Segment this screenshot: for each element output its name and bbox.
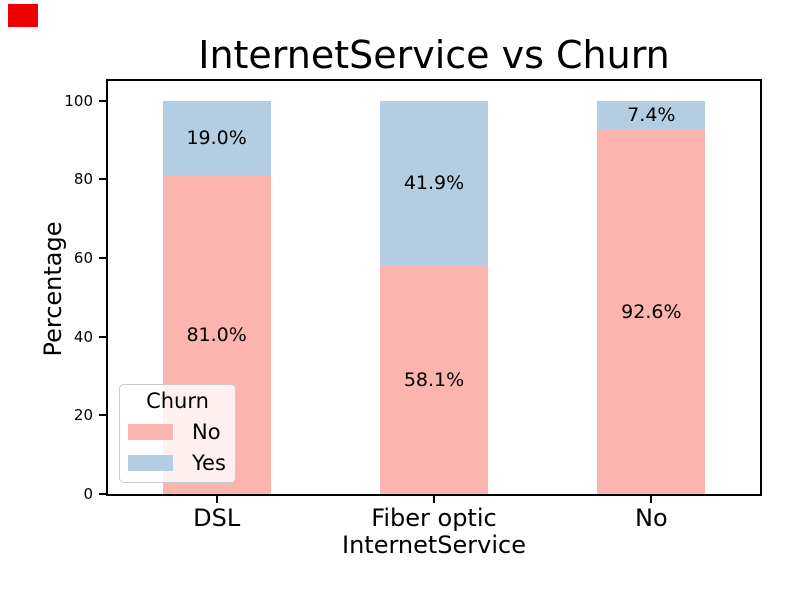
bar-value-label: 41.9% <box>403 172 465 195</box>
y-tick-mark <box>99 99 106 102</box>
legend-item-label-yes: Yes <box>192 451 226 475</box>
y-tick-mark <box>99 493 106 495</box>
y-tick-label: 60 <box>73 249 93 267</box>
bar-value-label: 7.4% <box>627 104 676 127</box>
bar-segment-fiber-optic-yes <box>380 100 488 266</box>
bar-segment-fiber-optic-no <box>380 265 488 494</box>
chart-title: InternetService vs Churn <box>198 33 670 77</box>
bar-value-label: 58.1% <box>403 368 465 391</box>
bar-segment-dsl-yes <box>162 100 271 176</box>
x-axis-label: InternetService <box>342 531 526 559</box>
y-tick-label: 0 <box>83 485 93 503</box>
x-tick-mark <box>650 496 653 503</box>
y-tick-label: 100 <box>64 91 93 110</box>
x-tick-label: No <box>635 504 668 532</box>
y-tick-label: 40 <box>73 327 93 346</box>
y-tick-mark <box>99 335 106 338</box>
bar-segment-no-no <box>597 129 706 494</box>
y-tick-mark <box>99 414 106 417</box>
x-tick-mark <box>433 496 435 503</box>
bar-value-label: 92.6% <box>621 300 682 323</box>
x-tick-mark <box>215 496 218 503</box>
y-tick-mark <box>99 178 106 181</box>
legend-swatch-yes <box>128 455 173 471</box>
legend-swatch-no <box>128 424 173 440</box>
x-tick-label: DSL <box>193 504 241 532</box>
y-tick-label: 80 <box>73 170 93 189</box>
y-tick-mark <box>99 257 106 259</box>
red-marker-box <box>8 4 38 27</box>
legend-title: Churn <box>146 389 209 413</box>
bar-value-label: 81.0% <box>186 323 247 346</box>
y-axis-label: Percentage <box>39 221 67 357</box>
bar-value-label: 19.0% <box>186 127 247 150</box>
legend: Churn No Yes <box>119 384 236 483</box>
bar-segment-no-yes <box>597 100 706 130</box>
legend-item-label-no: No <box>192 420 221 444</box>
y-tick-label: 20 <box>73 406 93 425</box>
x-tick-label: Fiber optic <box>371 504 497 532</box>
